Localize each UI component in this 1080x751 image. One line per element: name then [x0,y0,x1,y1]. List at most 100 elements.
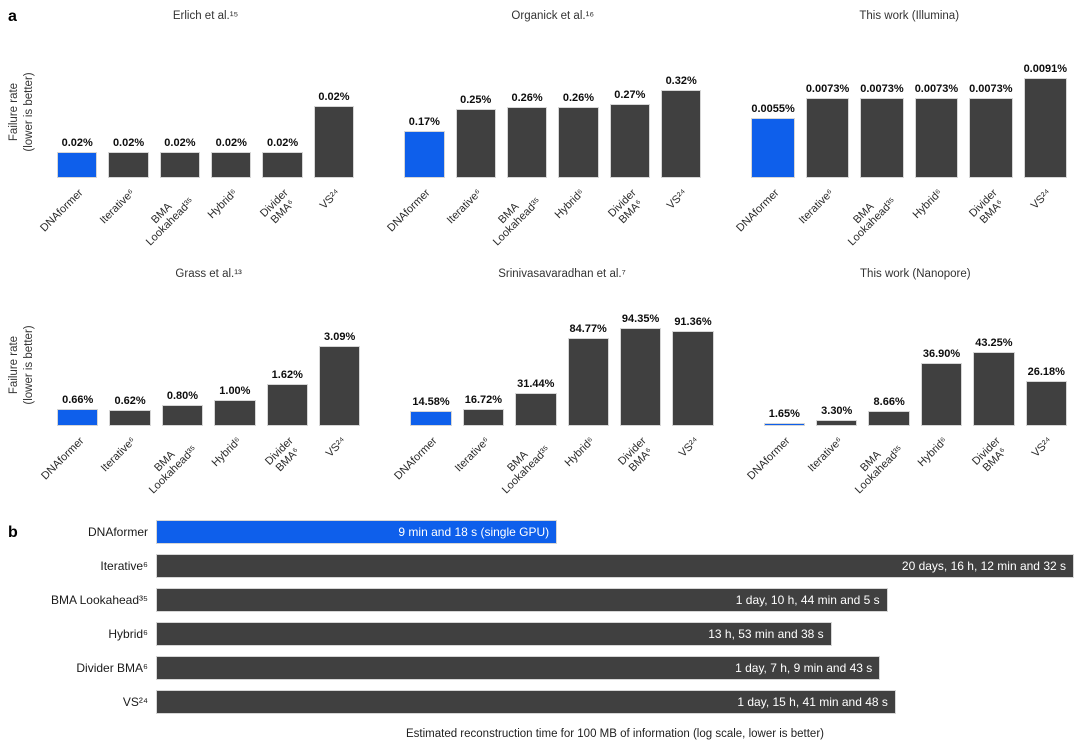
bar-chart: Organick et al.¹⁶ 0.17% DNAformer 0.25% Iter… [385,10,704,249]
x-tick-label-line: VS²⁴ [676,435,702,460]
bar-value-label: 0.0073% [969,83,1013,95]
time-bar: 20 days, 16 h, 12 min and 32 s [156,554,1074,578]
x-tick-label: DNAformer [392,435,440,483]
time-bar-value-label: 1 day, 7 h, 9 min and 43 s [735,661,873,675]
bar-dnaformer [57,409,99,426]
x-tick-label: Hybrid⁶ [206,187,240,221]
bar [506,107,548,178]
bar [672,331,714,426]
bar [108,152,149,178]
time-bar-row-label: BMA Lookahead³⁵ [50,593,148,607]
x-tick-label-line: VS²⁴ [323,435,349,460]
bar-slot: 0.0055% DNAformer [734,103,795,234]
time-bar-track: 1 day, 7 h, 9 min and 43 s [156,656,1074,680]
time-bar-value-label: 20 days, 16 h, 12 min and 32 s [901,559,1066,573]
time-bar-value-label: 13 h, 53 min and 38 s [708,627,824,641]
x-tick-label: Divider BMA⁶ [263,435,305,477]
bar-value-label: 3.09% [324,331,356,343]
bar-value-label: 84.77% [569,323,607,335]
bar-slot: 0.02% Hybrid⁶ [206,137,252,221]
x-tick-label: VS²⁴ [665,187,690,212]
bar-value-label: 0.26% [562,92,595,104]
bar-dnaformer [404,131,445,178]
time-bar-row-label: Iterative⁶ [100,559,148,573]
bar-value-label: 0.02% [61,137,93,149]
x-tick-label: DNAformer [385,187,433,235]
bar-slot: 3.09% VS²⁴ [318,331,361,460]
chart-plot-area: 0.0055% DNAformer 0.0073% Iterative⁶ 0.0073%… [734,30,1070,249]
bar-chart: Grass et al.¹³ 0.66% DNAformer 0.62% Iterati… [39,268,363,497]
chart-title: Erlich et al.¹⁵ [172,10,239,22]
time-bar: 13 h, 53 min and 38 s [156,622,832,646]
y-axis-label: Failure rate (lower is better) [4,296,40,434]
bar-slot: 0.25% Iterative⁶ [445,94,496,226]
x-tick-label: DNAformer [38,187,86,235]
bar [313,106,355,178]
bar [567,338,609,426]
bar-value-label: 8.66% [873,396,905,408]
bar-slot: 0.66% DNAformer [39,394,99,482]
bar-slot: 0.62% Iterative⁶ [99,395,151,474]
x-tick-label: VS²⁴ [1029,187,1054,212]
panel-a-marker: a [8,8,17,25]
x-tick-label: VS²⁴ [318,187,343,212]
bar-slot: 0.32% VS²⁴ [660,75,702,212]
time-bar-row: VS²⁴ 1 day, 15 h, 41 min and 48 s [8,690,1074,714]
bar-slot: 8.66% BMA Lookahead³⁵ [854,396,910,497]
x-tick-label: Hybrid⁶ [553,187,587,221]
bar-dnaformer [751,118,795,178]
y-axis-label-line1: Failure rate [8,335,21,395]
failure-rate-charts-bottom-row: Failure rate (lower is better) Grass et … [8,268,1070,497]
y-axis-label: Failure rate (lower is better) [4,38,40,186]
bar-value-label: 31.44% [517,378,555,390]
x-tick-label: BMA Lookahead³⁵ [838,187,900,249]
time-bar-value-label: 9 min and 18 s (single GPU) [398,525,550,539]
bar-value-label: 0.66% [62,394,94,406]
x-tick-label: Divider BMA⁶ [606,187,648,229]
chart-plot-area: 1.65% DNAformer 3.30% Iterative⁶ 8.66% BMA Loo… [745,288,1070,497]
y-axis-label-line2: (lower is better) [23,72,35,152]
bar-value-label: 0.80% [166,390,199,402]
bar-value-label: 0.62% [114,395,146,407]
bar-slot: 0.0073% BMA Lookahead³⁵ [846,83,904,249]
chart-plot-area: 14.58% DNAformer 16.72% Iterative⁶ 31.44% BMA… [392,288,716,497]
bar-value-label: 0.17% [408,116,440,128]
chart-title: This work (Nanopore) [860,268,971,280]
bar-slot: 0.0073% Iterative⁶ [797,83,850,226]
bar-value-label: 14.58% [412,396,450,408]
bar [914,98,959,178]
time-bar-row: Hybrid⁶ 13 h, 53 min and 38 s [8,622,1074,646]
bar-slot: 0.02% BMA Lookahead³⁵ [144,137,201,249]
x-tick-label-line: VS²⁴ [1028,187,1054,212]
x-axis-caption: Estimated reconstruction time for 100 MB… [405,728,824,740]
x-tick-label: Hybrid⁶ [209,435,243,469]
y-axis-label-line1: Failure rate [8,82,21,142]
bar-slot: 26.18% VS²⁴ [1025,366,1067,460]
bar-value-label: 1.62% [271,369,303,381]
bar-value-label: 26.18% [1027,366,1065,378]
bar [109,410,151,426]
x-tick-label-line: Hybrid⁶ [552,187,587,222]
bar [266,384,308,426]
bar-slot: 0.0073% Divider BMA⁶ [967,83,1013,226]
time-bar-row-label: DNAformer [87,525,148,539]
x-tick-label: Iterative⁶ [797,187,837,227]
bar [1023,78,1067,178]
bar [211,152,252,178]
reconstruction-time-bars: DNAformer 9 min and 18 s (single GPU) Iter… [8,520,1074,714]
bar-slot: 0.17% DNAformer [385,116,445,234]
time-bar-row: Iterative⁶ 20 days, 16 h, 12 min and 32 s [8,554,1074,578]
x-tick-label: Iterative⁶ [445,187,485,227]
bar-value-label: 0.02% [318,91,350,103]
x-tick-label: Iterative⁶ [453,435,493,475]
time-bar: 1 day, 10 h, 44 min and 5 s [156,588,888,612]
bar [619,328,662,426]
time-bar-track: 13 h, 53 min and 38 s [156,622,1074,646]
bar [920,363,963,426]
bar-value-label: 91.36% [674,316,712,328]
bar-slot: 84.77% Hybrid⁶ [563,323,609,469]
time-bar-track: 20 days, 16 h, 12 min and 32 s [156,554,1074,578]
bar-value-label: 0.0091% [1023,63,1067,75]
bar-value-label: 0.0073% [914,83,959,95]
bar-slot: 0.02% VS²⁴ [313,91,355,212]
